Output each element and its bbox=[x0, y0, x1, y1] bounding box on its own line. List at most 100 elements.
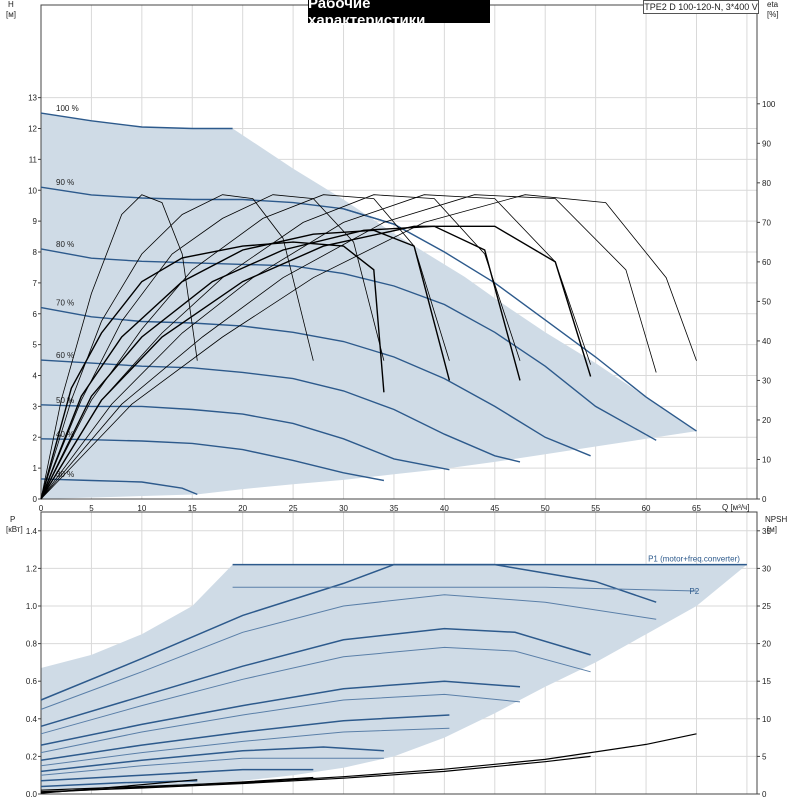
y-tick-label: 1 bbox=[33, 464, 38, 473]
y2-tick-label: 70 bbox=[762, 218, 771, 227]
p2-power-curve bbox=[40, 693, 521, 754]
y-tick-label: 2 bbox=[33, 433, 38, 442]
y2-tick-label: 60 bbox=[762, 258, 771, 267]
y-tick-label: 5 bbox=[33, 341, 38, 350]
speed-curve-label: 70 % bbox=[56, 299, 74, 308]
y-tick-label: 7 bbox=[33, 279, 38, 288]
x-tick-label: 20 bbox=[238, 504, 247, 513]
chart-title: Рабочие характеристики bbox=[308, 0, 490, 29]
p-axis-label: P bbox=[10, 515, 16, 524]
efficiency-curve bbox=[40, 194, 697, 500]
y-tick-label: 0.6 bbox=[26, 677, 38, 686]
y2-tick-label: 35 bbox=[762, 527, 771, 536]
p2-series-label: P2 bbox=[689, 587, 699, 596]
eta-axis-label: eta bbox=[767, 0, 779, 9]
speed-curve-label: 100 % bbox=[56, 104, 79, 113]
x-tick-label: 50 bbox=[541, 504, 550, 513]
y-tick-label: 0.0 bbox=[26, 790, 38, 799]
p1-power-curve bbox=[40, 627, 591, 728]
y-tick-label: 1.2 bbox=[26, 564, 38, 573]
x-tick-label: 15 bbox=[188, 504, 197, 513]
efficiency-curve bbox=[40, 225, 521, 500]
efficiency-curve bbox=[40, 241, 385, 500]
y-tick-label: 3 bbox=[33, 402, 38, 411]
npsh-curve bbox=[40, 776, 314, 794]
eta-axis-unit: [%] bbox=[767, 10, 779, 19]
y2-tick-label: 0 bbox=[762, 495, 767, 504]
pump-model-label: TPE2 D 100-120-N, 3*400 V bbox=[643, 0, 759, 14]
plot-frame bbox=[40, 511, 758, 795]
speed-curve-label: 30 % bbox=[56, 470, 74, 479]
y2-tick-label: 15 bbox=[762, 677, 771, 686]
head-speed-curve bbox=[40, 186, 395, 225]
y2-tick-label: 25 bbox=[762, 602, 771, 611]
y-tick-label: 0.4 bbox=[26, 715, 38, 724]
x-tick-label: 30 bbox=[339, 504, 348, 513]
speed-curve-label: 50 % bbox=[56, 396, 74, 405]
p2-power-curve bbox=[40, 727, 450, 767]
speed-curve-label: 80 % bbox=[56, 240, 74, 249]
efficiency-curve bbox=[40, 194, 591, 500]
head-speed-curve bbox=[40, 404, 450, 471]
y-tick-label: 11 bbox=[29, 155, 38, 164]
x-tick-label: 25 bbox=[289, 504, 298, 513]
h-axis-label: H bbox=[8, 0, 14, 9]
head-chart-panel: 0123456789101112130102030405060708090100… bbox=[28, 4, 776, 513]
x-tick-label: 40 bbox=[440, 504, 449, 513]
y-tick-label: 10 bbox=[28, 186, 37, 195]
y2-tick-label: 90 bbox=[762, 139, 771, 148]
p2-power-curve bbox=[232, 586, 697, 592]
head-speed-curve bbox=[40, 248, 657, 441]
efficiency-curve bbox=[40, 194, 385, 500]
efficiency-curve bbox=[40, 194, 657, 500]
y2-tick-label: 10 bbox=[762, 455, 771, 464]
y-tick-label: 6 bbox=[33, 310, 38, 319]
y2-tick-label: 0 bbox=[762, 790, 767, 799]
x-tick-label: 60 bbox=[642, 504, 651, 513]
q-axis-label: Q [м³/ч] bbox=[722, 503, 750, 512]
npsh-axis-label: NPSH bbox=[765, 515, 788, 524]
x-tick-label: 10 bbox=[137, 504, 146, 513]
npsh-curve bbox=[40, 755, 591, 793]
x-tick-label: 65 bbox=[692, 504, 701, 513]
head-speed-curve bbox=[40, 438, 385, 482]
speed-curve-label: 40 % bbox=[56, 430, 74, 439]
x-tick-label: 45 bbox=[490, 504, 499, 513]
y-tick-label: 1.4 bbox=[26, 527, 38, 536]
p2-power-curve bbox=[40, 646, 591, 735]
x-tick-label: 35 bbox=[390, 504, 399, 513]
y2-tick-label: 80 bbox=[762, 179, 771, 188]
y-tick-label: 4 bbox=[33, 372, 38, 381]
head-speed-curve bbox=[40, 359, 521, 463]
head-speed-curve bbox=[40, 478, 198, 496]
y-tick-label: 0 bbox=[33, 495, 38, 504]
p1-power-curve bbox=[40, 714, 450, 761]
efficiency-curve bbox=[40, 194, 314, 500]
y2-tick-label: 50 bbox=[762, 297, 771, 306]
speed-curve-label: 90 % bbox=[56, 178, 74, 187]
p1-power-curve bbox=[40, 563, 657, 701]
x-tick-label: 0 bbox=[39, 504, 44, 513]
efficiency-curve bbox=[40, 194, 521, 500]
efficiency-curve bbox=[40, 194, 198, 500]
p-axis-unit: [кВт] bbox=[6, 525, 23, 534]
y-tick-label: 0.2 bbox=[26, 752, 38, 761]
y2-tick-label: 30 bbox=[762, 564, 771, 573]
y-tick-label: 1.0 bbox=[26, 602, 38, 611]
p2-power-curve bbox=[40, 594, 657, 710]
x-tick-label: 5 bbox=[89, 504, 94, 513]
y2-tick-label: 40 bbox=[762, 337, 771, 346]
y-tick-label: 0.8 bbox=[26, 640, 38, 649]
y2-tick-label: 10 bbox=[762, 715, 771, 724]
h-axis-unit: [м] bbox=[6, 10, 16, 19]
y2-tick-label: 30 bbox=[762, 376, 771, 385]
y2-tick-label: 20 bbox=[762, 416, 771, 425]
power-chart-panel: 0.0 0.2 0.4 0.6 0.8 1.0 1.2 1.4 0 5 10 15 20 25 30 35 P1… bbox=[26, 511, 771, 799]
p1-power-curve bbox=[40, 680, 521, 746]
y-tick-label: 8 bbox=[33, 248, 38, 257]
y2-tick-label: 20 bbox=[762, 640, 771, 649]
speed-curve-label: 60 % bbox=[56, 351, 74, 360]
p1-power-curve bbox=[40, 768, 314, 782]
p2-power-curve bbox=[40, 757, 384, 776]
